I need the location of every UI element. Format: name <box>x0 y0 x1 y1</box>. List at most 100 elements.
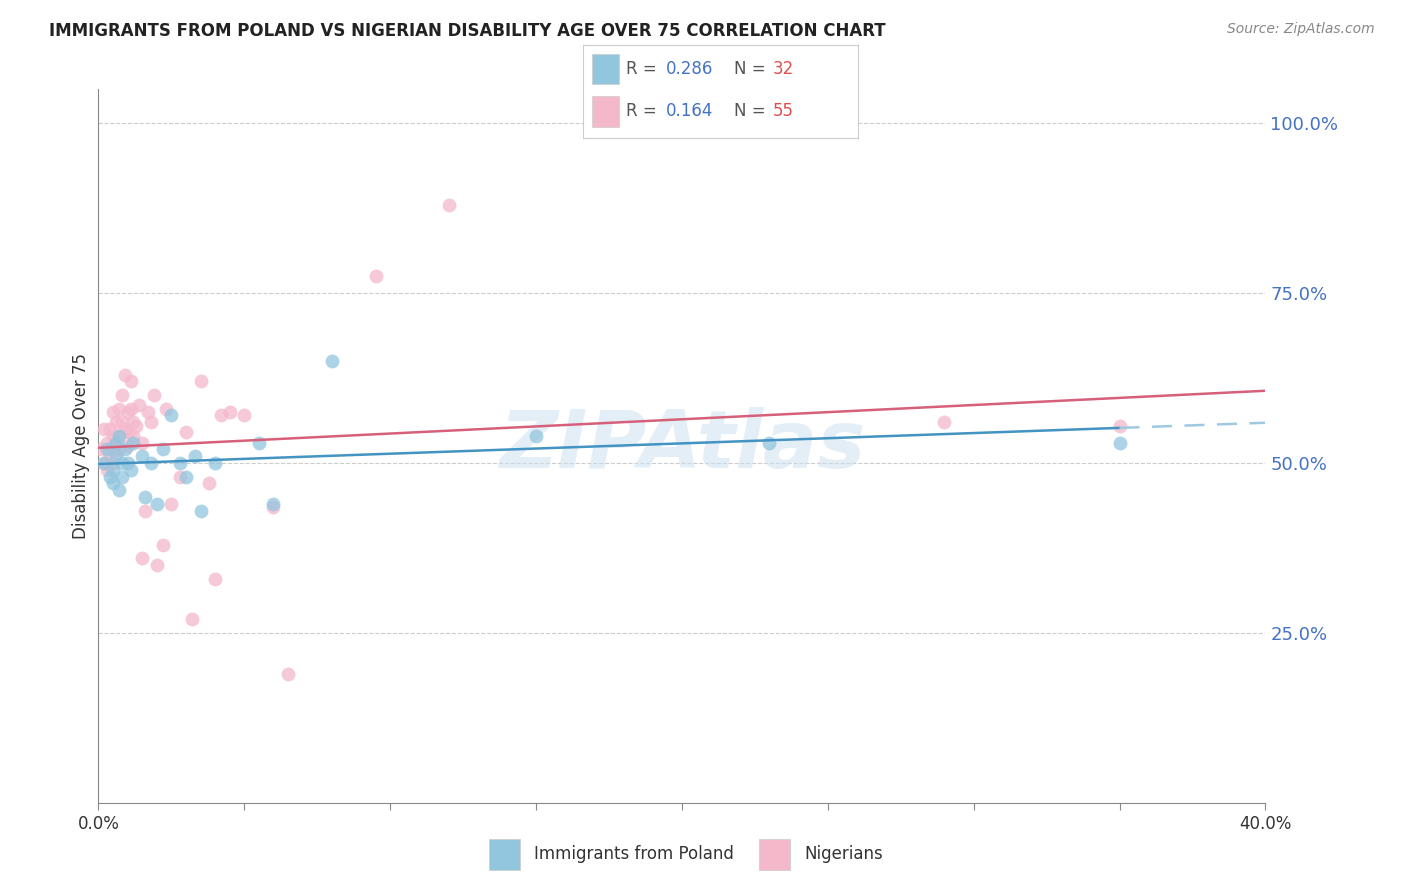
Text: R =: R = <box>626 60 662 78</box>
Point <box>101 463 124 477</box>
Point <box>136 405 159 419</box>
Text: Immigrants from Poland: Immigrants from Poland <box>534 845 734 863</box>
Point <box>101 456 124 470</box>
Point <box>131 435 153 450</box>
Point <box>204 456 226 470</box>
Point <box>93 422 115 436</box>
Point <box>104 435 127 450</box>
Point <box>160 409 183 423</box>
Point <box>321 354 343 368</box>
Point <box>262 500 284 515</box>
Point <box>155 401 177 416</box>
Point <box>204 572 226 586</box>
Bar <box>592 54 619 85</box>
Point <box>1108 418 1130 433</box>
Text: Nigerians: Nigerians <box>804 845 883 863</box>
Point <box>98 422 121 436</box>
Point <box>101 476 124 491</box>
Point <box>198 476 221 491</box>
Point <box>437 198 460 212</box>
Point <box>96 435 118 450</box>
Text: 55: 55 <box>773 102 793 120</box>
Point <box>160 497 183 511</box>
Point <box>111 456 134 470</box>
Point <box>108 429 131 443</box>
Point <box>101 429 124 443</box>
Point <box>128 398 150 412</box>
Text: Source: ZipAtlas.com: Source: ZipAtlas.com <box>1227 22 1375 37</box>
Point <box>120 463 142 477</box>
Point <box>142 388 165 402</box>
Text: N =: N = <box>734 60 770 78</box>
Point <box>98 442 121 457</box>
Text: N =: N = <box>734 102 770 120</box>
Point <box>114 442 136 457</box>
Point <box>98 449 121 463</box>
Point <box>101 405 124 419</box>
Text: IMMIGRANTS FROM POLAND VS NIGERIAN DISABILITY AGE OVER 75 CORRELATION CHART: IMMIGRANTS FROM POLAND VS NIGERIAN DISAB… <box>49 22 886 40</box>
Point <box>108 429 131 443</box>
Point <box>262 497 284 511</box>
Point <box>120 375 142 389</box>
Point <box>111 415 134 429</box>
Point <box>122 429 145 443</box>
Point <box>104 449 127 463</box>
Point <box>108 442 131 457</box>
Point <box>169 469 191 483</box>
Point <box>247 435 270 450</box>
Point <box>117 456 139 470</box>
Point <box>146 558 169 572</box>
Point <box>134 490 156 504</box>
Point <box>233 409 256 423</box>
Point <box>169 456 191 470</box>
Text: 32: 32 <box>773 60 794 78</box>
Point <box>180 612 202 626</box>
Point <box>114 368 136 382</box>
Point <box>104 415 127 429</box>
Text: 0.164: 0.164 <box>666 102 713 120</box>
Point <box>934 415 956 429</box>
Point <box>125 418 148 433</box>
Point <box>111 388 134 402</box>
Point <box>758 435 780 450</box>
Point <box>117 439 139 453</box>
Text: ZIPAtlas: ZIPAtlas <box>499 407 865 485</box>
Point <box>1108 435 1130 450</box>
Bar <box>489 839 520 870</box>
Point <box>98 469 121 483</box>
Point <box>108 401 131 416</box>
Point <box>524 429 547 443</box>
Point <box>134 503 156 517</box>
Point <box>139 456 162 470</box>
Point <box>131 449 153 463</box>
Point <box>190 375 212 389</box>
Point <box>111 469 134 483</box>
Point <box>122 415 145 429</box>
Point <box>104 442 127 457</box>
Point <box>96 442 118 457</box>
Point <box>114 422 136 436</box>
Point <box>96 463 118 477</box>
Point <box>108 483 131 498</box>
Point <box>190 503 212 517</box>
Y-axis label: Disability Age Over 75: Disability Age Over 75 <box>72 353 90 539</box>
Point <box>174 425 197 440</box>
Point <box>93 456 115 470</box>
Text: 0.286: 0.286 <box>666 60 713 78</box>
Point <box>104 435 127 450</box>
Point <box>139 415 162 429</box>
Point <box>131 551 153 566</box>
Point <box>209 409 232 423</box>
Point <box>277 666 299 681</box>
Point <box>120 401 142 416</box>
Point <box>183 449 205 463</box>
Point <box>146 497 169 511</box>
Point <box>174 469 197 483</box>
Point <box>117 405 139 419</box>
Point <box>93 456 115 470</box>
Bar <box>759 839 790 870</box>
Point <box>122 435 145 450</box>
Point <box>364 269 387 284</box>
Point <box>152 442 174 457</box>
Point <box>152 537 174 551</box>
